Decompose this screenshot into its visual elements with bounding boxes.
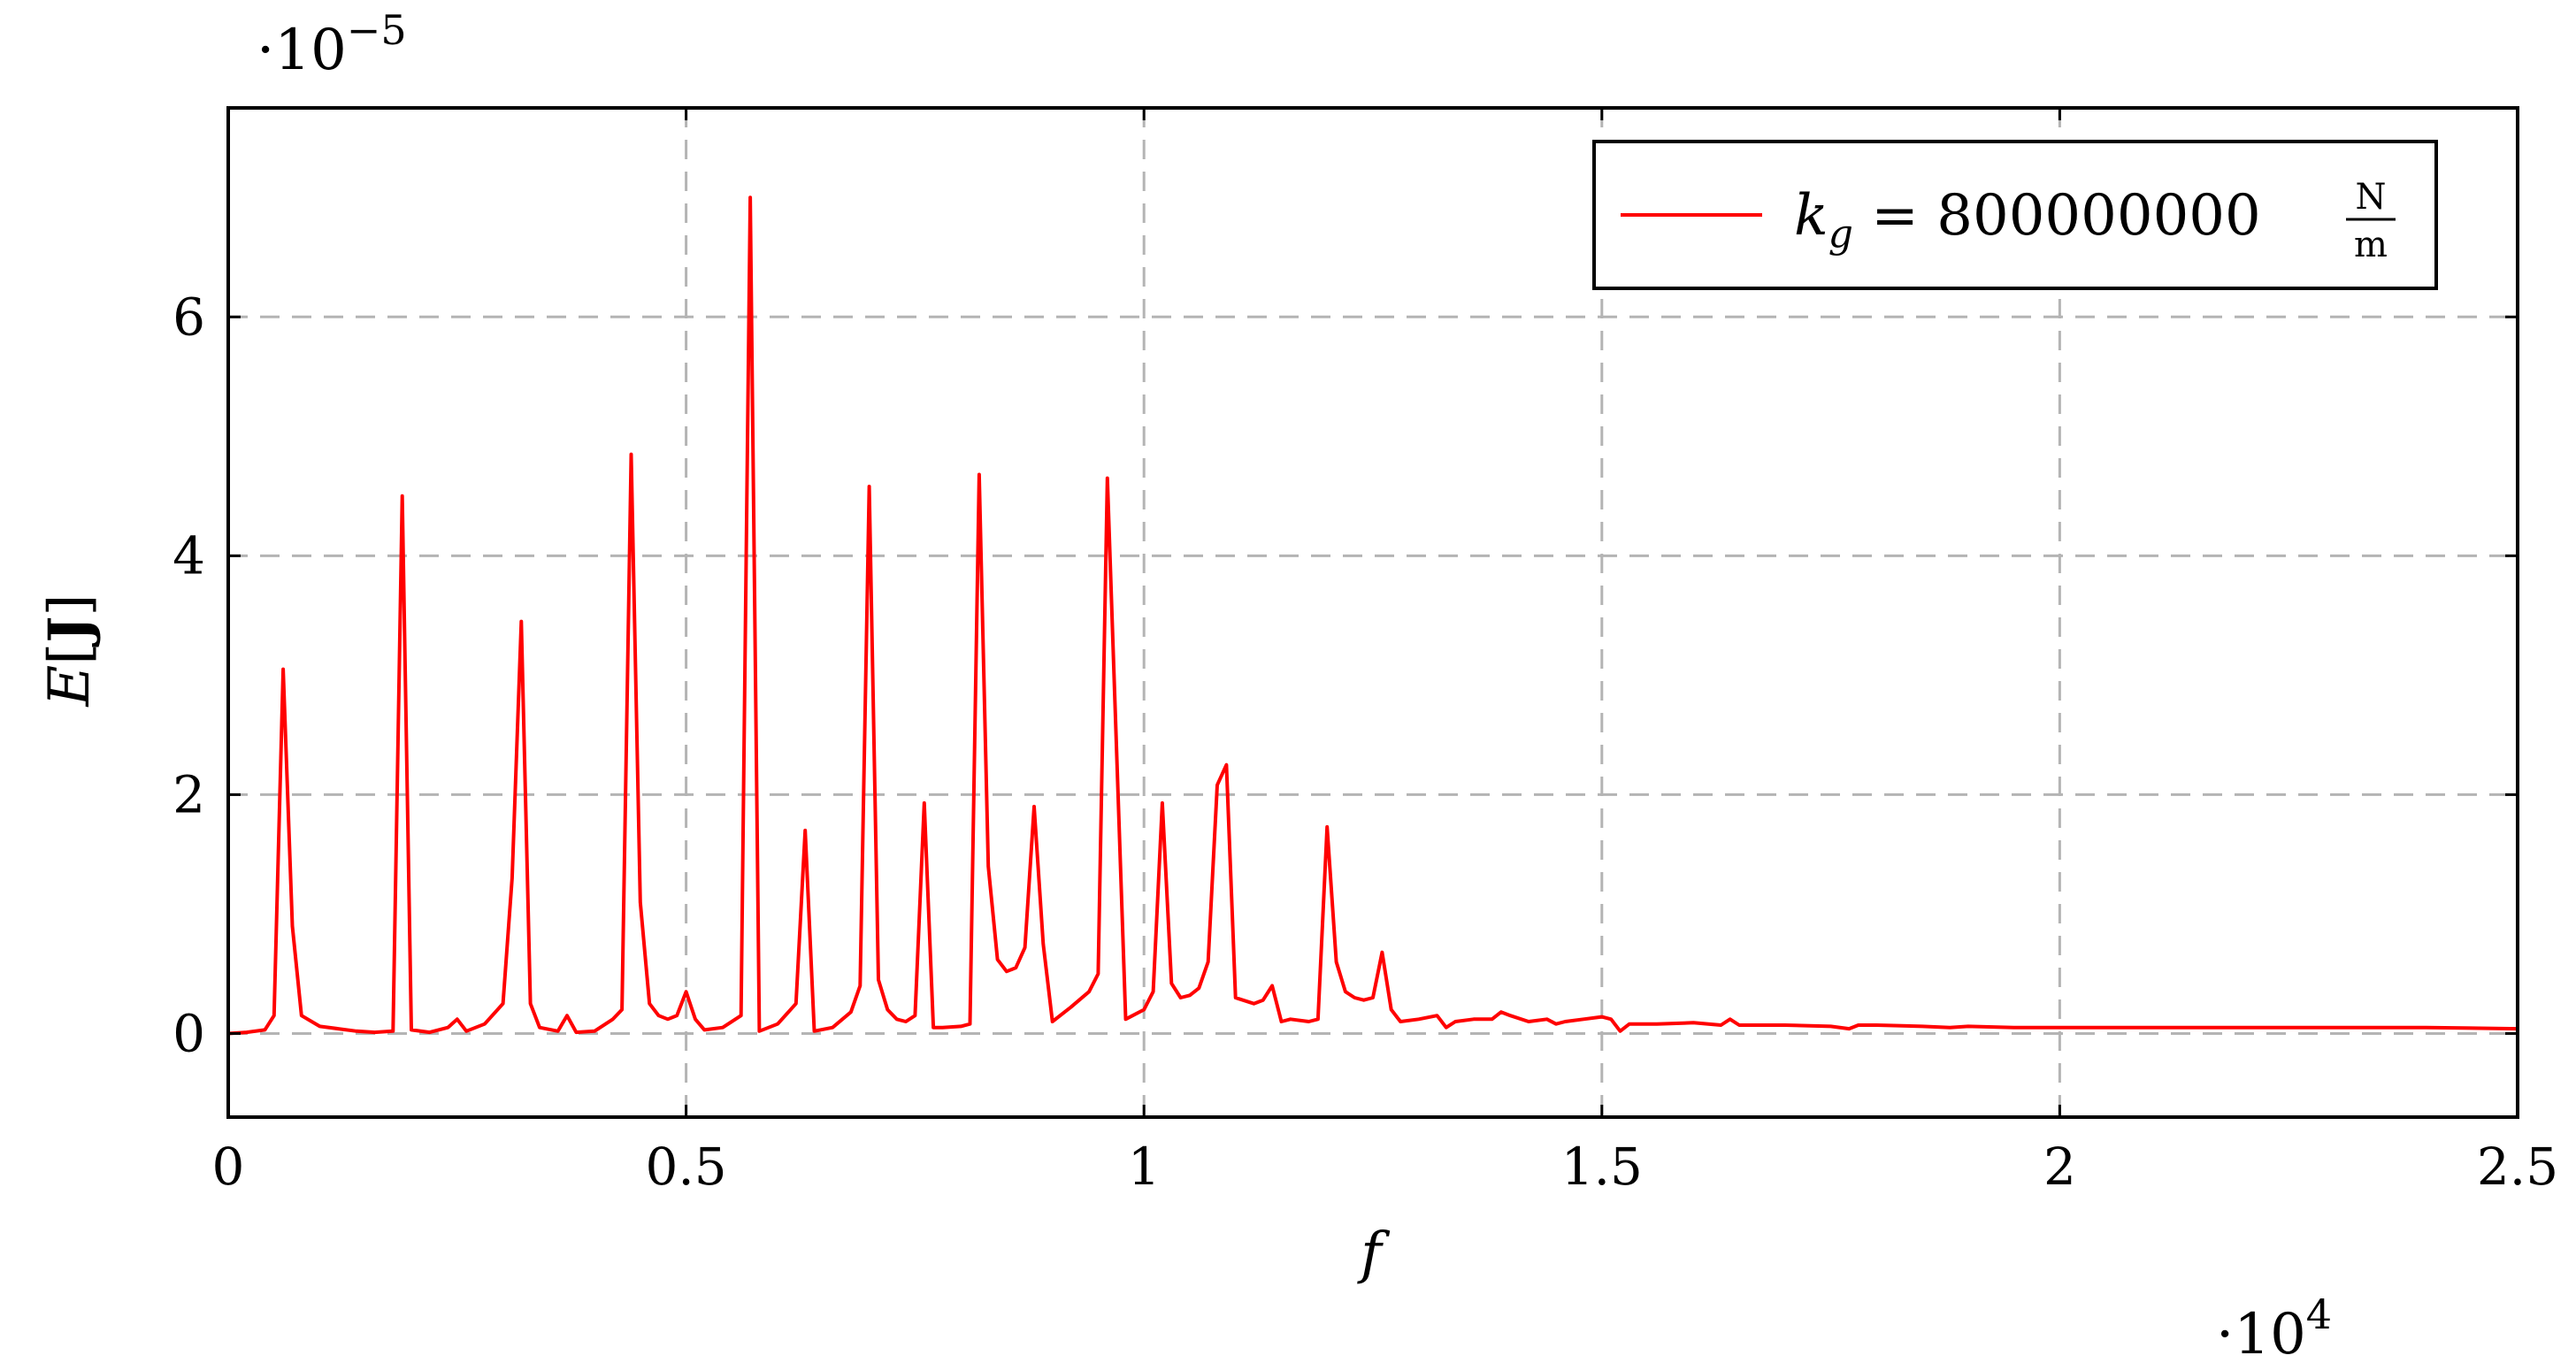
legend-unit-denominator: m: [2354, 225, 2388, 265]
x-tick-label: 2.5: [2477, 1137, 2558, 1197]
series-line: [227, 195, 2518, 1036]
x-tick-label: 0.5: [645, 1137, 726, 1197]
y-tick-labels: 0 2 4 6: [172, 287, 205, 1063]
x-axis-label: f: [1357, 1221, 1391, 1286]
svg-text:E[J]: E[J]: [36, 594, 103, 708]
series-layer: [227, 195, 2518, 1036]
x-tick-label: 1: [1128, 1137, 1161, 1197]
y-tick-label: 6: [172, 287, 205, 347]
x-scale-label: ·104: [2216, 1290, 2332, 1363]
x-tick-label: 1.5: [1561, 1137, 1643, 1197]
legend-unit-numerator: N: [2356, 177, 2387, 218]
y-tick-label: 2: [172, 764, 205, 824]
plot-frame: [226, 106, 2519, 1119]
x-tick-labels: 0 0.5 1 1.5 2 2.5: [212, 1137, 2559, 1197]
y-axis-label: E[J]: [36, 594, 103, 708]
x-tick-label: 0: [212, 1137, 245, 1197]
y-scale-label: ·10−5: [257, 6, 407, 83]
y-tick-label: 4: [172, 525, 205, 586]
y-tick-label: 0: [172, 1003, 205, 1063]
ticks: [226, 108, 2519, 1117]
legend: kg = 800000000 N m: [1592, 140, 2438, 290]
legend-label: kg = 800000000: [1794, 183, 2261, 257]
x-tick-label: 2: [2043, 1137, 2076, 1197]
